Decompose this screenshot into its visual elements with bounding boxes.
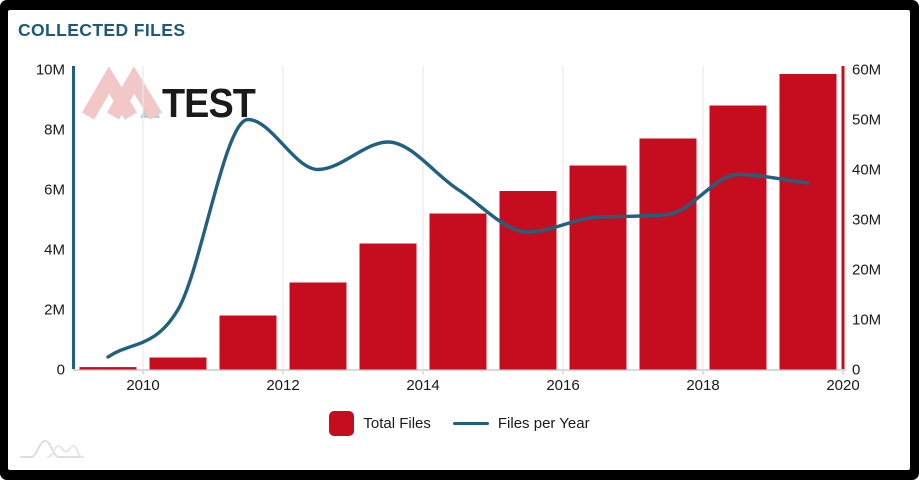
legend-label-files-per-year: Files per Year <box>497 415 590 432</box>
right-axis-label-20M: 20M <box>852 262 881 279</box>
bar-2015[interactable] <box>499 191 557 370</box>
x-axis-label-2020: 2020 <box>826 377 859 394</box>
files-per-year-swatch-icon <box>452 422 489 425</box>
bar-2017[interactable] <box>639 138 697 370</box>
x-axis-label-2010: 2010 <box>126 377 159 394</box>
gridlines-and-axes <box>72 66 846 375</box>
bar-2016[interactable] <box>569 165 627 370</box>
x-axis-label-2018: 2018 <box>686 377 719 394</box>
left-axis-label-10M: 10M <box>36 62 65 79</box>
right-axis-label-50M: 50M <box>852 112 881 129</box>
right-axis-label-10M: 10M <box>852 312 881 329</box>
legend-label-total-files: Total Files <box>363 415 431 432</box>
right-axis-label-40M: 40M <box>852 162 881 179</box>
legend-item-total-files[interactable]: Total Files <box>329 411 431 436</box>
right-axis-label-60M: 60M <box>852 62 881 79</box>
av-logo-chevron-2-icon <box>106 66 162 120</box>
bar-2010[interactable] <box>149 357 207 370</box>
x-axis-label-2016: 2016 <box>546 377 579 394</box>
left-axis-label-0: 0 <box>57 362 65 379</box>
bar-2019[interactable] <box>779 74 837 370</box>
bar-2018[interactable] <box>709 105 767 370</box>
bell-curves-icon <box>20 439 84 458</box>
chart-title: COLLECTED FILES <box>18 20 186 40</box>
axis-labels: 0 2M 4M 6M 8M 10M 0 10M 20M 30M 40M 50M 60M 2010 2012 2… <box>36 62 881 395</box>
total-files-swatch-icon <box>329 411 355 436</box>
bell-curves-logo <box>20 436 84 467</box>
left-axis-label-2M: 2M <box>44 302 65 319</box>
x-axis-label-2012: 2012 <box>266 377 299 394</box>
bar-2013[interactable] <box>359 243 417 370</box>
bar-2014[interactable] <box>429 213 487 370</box>
x-axis-label-2014: 2014 <box>406 377 439 394</box>
chart-series <box>79 74 837 370</box>
right-axis-label-0: 0 <box>852 362 860 379</box>
left-axis-label-4M: 4M <box>44 242 65 259</box>
avtest-watermark-text: TEST <box>162 80 256 126</box>
left-axis-label-8M: 8M <box>44 122 65 139</box>
left-axis-label-6M: 6M <box>44 182 65 199</box>
line-files-per-year[interactable] <box>106 117 810 359</box>
bar-2011[interactable] <box>219 315 277 370</box>
bar-2012[interactable] <box>289 282 347 370</box>
right-axis-label-30M: 30M <box>852 212 881 229</box>
chart-legend: Total Files Files per Year <box>0 411 919 436</box>
bar-2009[interactable] <box>79 367 137 370</box>
legend-item-files-per-year[interactable]: Files per Year <box>452 415 590 432</box>
avtest-watermark: TEST <box>81 66 257 126</box>
